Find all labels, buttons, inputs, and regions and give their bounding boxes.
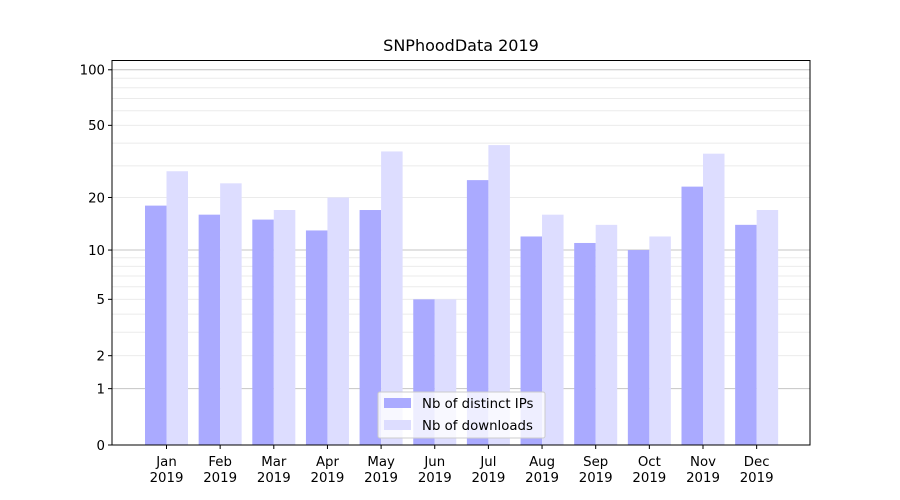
bar-distinct-ips	[305, 230, 328, 445]
x-tick-label-month: Oct	[638, 455, 661, 470]
x-tick-label-year: 2019	[579, 471, 613, 486]
axes-frame	[111, 60, 811, 446]
x-axis-ticks: Jan2019Feb2019Mar2019Apr2019May2019Jun20…	[150, 445, 774, 486]
y-tick-label: 5	[97, 293, 105, 308]
bar-distinct-ips	[681, 186, 703, 445]
bar-downloads	[327, 197, 349, 445]
bar-distinct-ips	[359, 210, 382, 445]
chart-title: SNPhoodData 2019	[383, 36, 539, 55]
x-tick-label-month: Sep	[583, 455, 608, 470]
bar-downloads	[166, 171, 188, 446]
x-tick-label-year: 2019	[364, 471, 398, 486]
bar-distinct-ips	[252, 219, 274, 445]
y-tick-label: 20	[88, 191, 105, 206]
x-tick-label-year: 2019	[311, 471, 345, 486]
bar-downloads	[542, 214, 564, 445]
y-tick-label: 100	[80, 64, 105, 79]
x-tick-label-month: Feb	[208, 455, 232, 470]
x-tick-label-year: 2019	[632, 471, 666, 486]
y-tick-label: 0	[97, 439, 105, 454]
x-tick-label-month: Nov	[690, 455, 716, 470]
axes	[111, 60, 811, 446]
bar-downloads	[649, 236, 671, 445]
x-tick-label-month: Dec	[744, 455, 770, 470]
x-tick-label-year: 2019	[257, 471, 291, 486]
x-tick-label-month: Jan	[155, 455, 177, 470]
legend-box	[377, 391, 546, 439]
x-tick-label-month: Aug	[529, 455, 555, 470]
bar-downloads	[756, 210, 779, 445]
y-tick-label: 2	[97, 349, 105, 364]
bar-distinct-ips	[735, 224, 757, 445]
y-tick-label: 1	[97, 382, 105, 397]
y-axis-ticks: 0 1 2 5 10 20 50 100	[80, 64, 112, 454]
x-tick-label-year: 2019	[150, 471, 184, 486]
legend: Nb of distinct IPs Nb of downloads	[377, 391, 546, 439]
legend-swatch-ips	[384, 398, 411, 408]
y-tick-label: 50	[88, 119, 105, 134]
x-tick-label-month: Apr	[316, 455, 340, 470]
legend-label-ips: Nb of distinct IPs	[422, 397, 534, 412]
bar-downloads	[703, 153, 725, 446]
bar-distinct-ips	[145, 205, 167, 445]
bar-distinct-ips	[466, 180, 489, 445]
bar-distinct-ips	[574, 242, 596, 445]
bar-downloads	[273, 210, 296, 445]
bar-downloads	[595, 224, 618, 445]
legend-swatch-downloads	[384, 420, 411, 430]
x-tick-label-month: Mar	[261, 455, 287, 470]
bar-downloads	[488, 145, 510, 446]
x-tick-label-year: 2019	[740, 471, 774, 486]
x-tick-label-month: Jun	[423, 455, 445, 470]
x-tick-label-year: 2019	[203, 471, 237, 486]
x-tick-label-year: 2019	[418, 471, 452, 486]
bar-downloads	[381, 151, 403, 446]
x-tick-label-year: 2019	[525, 471, 559, 486]
y-tick-label: 10	[88, 244, 105, 259]
bar-distinct-ips	[198, 214, 221, 445]
x-tick-label-month: Jul	[479, 455, 496, 470]
legend-label-downloads: Nb of downloads	[422, 419, 533, 434]
x-tick-label-year: 2019	[471, 471, 505, 486]
bars	[145, 145, 779, 446]
bar-downloads	[220, 183, 242, 445]
x-tick-label-month: May	[367, 455, 395, 470]
bar-distinct-ips	[627, 250, 650, 445]
x-tick-label-year: 2019	[686, 471, 720, 486]
